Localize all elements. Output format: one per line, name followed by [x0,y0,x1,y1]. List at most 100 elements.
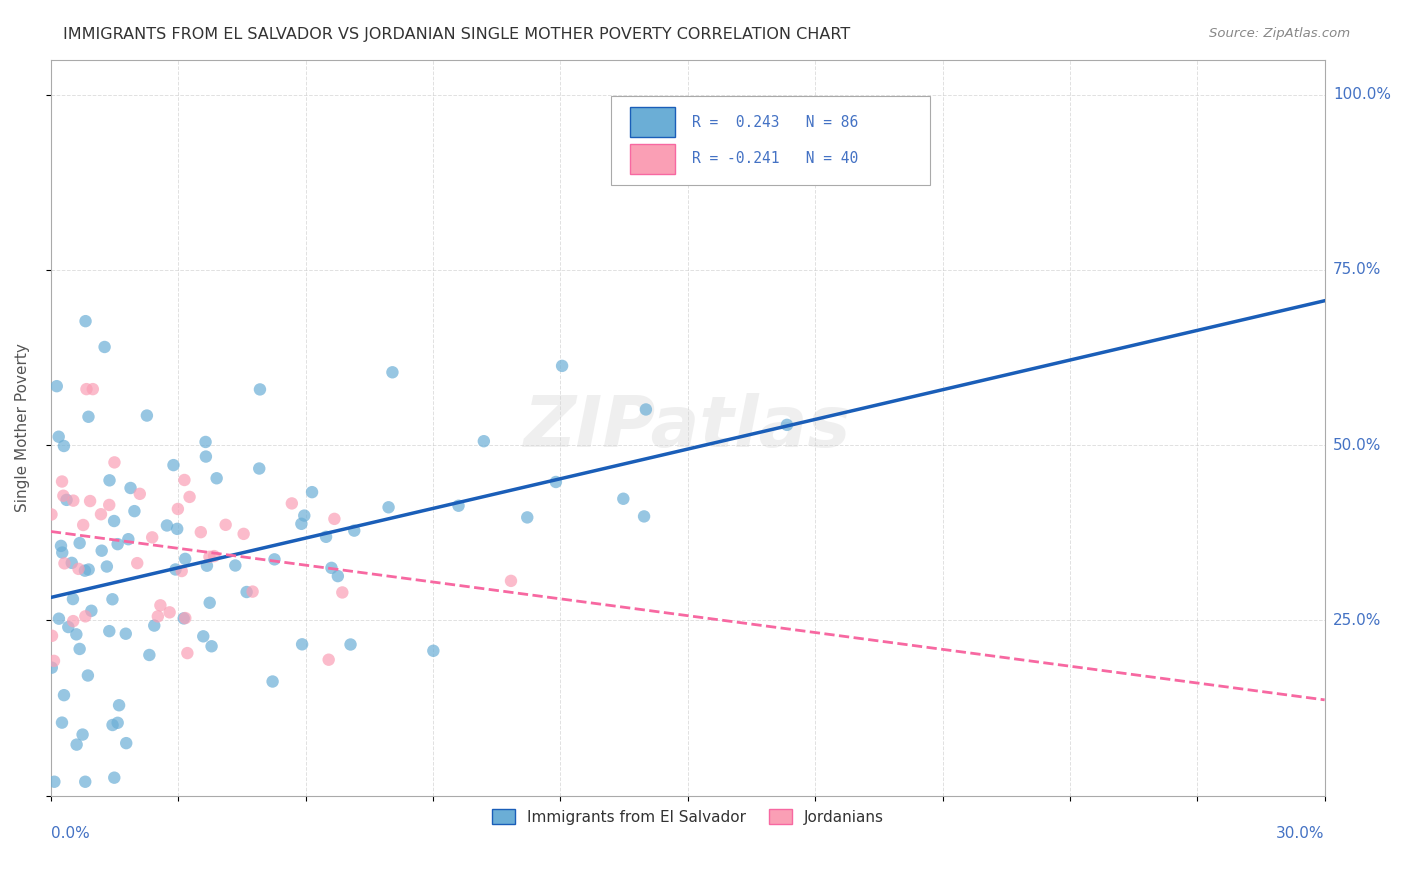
Point [53,688,76,702]
Point [62,614,84,628]
Text: 30.0%: 30.0% [1277,826,1324,841]
Point [77,409,100,424]
Point [323,512,346,526]
Point [242,584,264,599]
Point [232,527,254,541]
Point [75,382,97,396]
Point [472,434,495,449]
Point [315,530,337,544]
Point [80,604,103,618]
Point [41,661,63,675]
Text: 100.0%: 100.0% [1333,87,1391,103]
Point [114,626,136,640]
Point [612,491,634,506]
FancyBboxPatch shape [630,107,675,136]
Point [52,439,75,453]
Legend: Immigrants from El Salvador, Jordanians: Immigrants from El Salvador, Jordanians [484,801,891,832]
Point [167,502,190,516]
Point [202,549,225,563]
Text: Source: ZipAtlas.com: Source: ZipAtlas.com [1209,27,1350,40]
Point [516,510,538,524]
Point [42,654,65,668]
Point [198,596,221,610]
Point [149,599,172,613]
Point [75,774,97,789]
Point [141,530,163,544]
Point [107,715,129,730]
Point [176,646,198,660]
Point [193,629,215,643]
Point [173,611,195,625]
Point [262,674,284,689]
Point [103,514,125,528]
Point [146,609,169,624]
Point [77,668,100,682]
Point [247,461,270,475]
Point [447,499,470,513]
Point [224,558,246,573]
Point [60,556,83,570]
Point [98,498,121,512]
Point [301,485,323,500]
Point [263,552,285,566]
Point [343,524,366,538]
Point [159,605,181,619]
Point [422,644,444,658]
Point [93,340,115,354]
Point [53,557,76,571]
Y-axis label: Single Mother Poverty: Single Mother Poverty [15,343,30,512]
Point [138,648,160,662]
Point [128,487,150,501]
Point [318,653,340,667]
Point [174,611,197,625]
Point [98,624,121,639]
Point [103,455,125,469]
Point [41,508,63,522]
Point [69,642,91,657]
Point [377,500,399,515]
Point [381,365,404,379]
Point [194,434,217,449]
FancyBboxPatch shape [630,145,675,174]
Point [58,620,80,634]
Text: ZIPatlas: ZIPatlas [524,393,852,462]
Point [291,637,314,651]
Point [103,771,125,785]
Point [62,493,84,508]
Point [127,556,149,570]
Point [77,562,100,576]
Point [79,494,101,508]
Point [195,558,218,573]
Point [82,382,104,396]
Point [67,562,90,576]
Point [48,430,70,444]
Point [330,585,353,599]
Point [41,629,63,643]
Point [190,525,212,540]
FancyBboxPatch shape [612,96,929,185]
Point [290,516,312,531]
Point [551,359,574,373]
Point [101,718,124,732]
Point [62,592,84,607]
Point [51,715,73,730]
Point [135,409,157,423]
Point [75,314,97,328]
Point [156,518,179,533]
Point [107,537,129,551]
Text: 25.0%: 25.0% [1333,613,1381,628]
Point [90,507,112,521]
Point [205,471,228,485]
Point [776,417,799,432]
Point [194,450,217,464]
Point [48,612,70,626]
Point [72,518,94,533]
Point [249,383,271,397]
Point [98,473,121,487]
Point [44,774,66,789]
Point [179,490,201,504]
Point [200,640,222,654]
Point [124,504,146,518]
Point [51,475,73,489]
Text: R = -0.241   N = 40: R = -0.241 N = 40 [692,152,858,167]
